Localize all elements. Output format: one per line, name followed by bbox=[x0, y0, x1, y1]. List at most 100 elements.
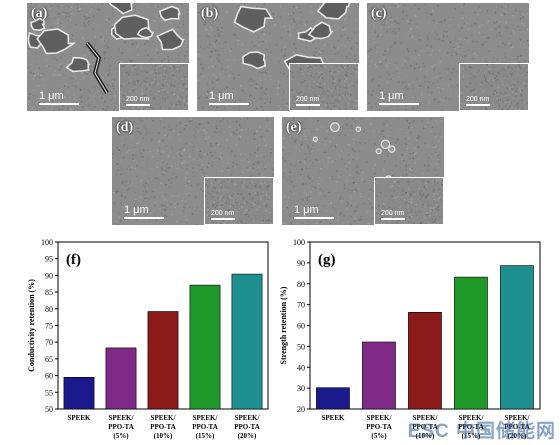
y-tick-label: 100 bbox=[41, 238, 53, 247]
panel-label-c: (c) bbox=[371, 6, 387, 21]
x-tick-label: SPEEK bbox=[322, 414, 346, 422]
sem-panel-c: (c) 200 nm 1 μm bbox=[367, 3, 529, 111]
x-tick-label: (15%) bbox=[462, 432, 481, 440]
bar bbox=[63, 377, 95, 410]
y-tick-label: 60 bbox=[297, 322, 305, 331]
y-tick-label: 70 bbox=[297, 301, 305, 310]
inset-scale-label-e: 200 nm bbox=[381, 210, 405, 217]
inset-scale-bar-b bbox=[296, 104, 320, 106]
inset-image-a bbox=[120, 64, 188, 110]
scale-bar-e bbox=[294, 217, 334, 219]
x-tick-label: (5%) bbox=[371, 432, 387, 440]
scale-bar-c bbox=[379, 103, 419, 105]
bar bbox=[408, 312, 442, 410]
y-tick-label: 100 bbox=[293, 238, 305, 247]
inset-scale-label-a: 200 nm bbox=[126, 96, 150, 103]
sem-panel-d: (d) 200 nm 1 μm bbox=[112, 117, 274, 225]
x-tick-label: (15%) bbox=[196, 432, 215, 440]
y-tick-label: 70 bbox=[45, 338, 53, 347]
inset-scale-label-d: 200 nm bbox=[211, 210, 235, 217]
scale-label-c: 1 μm bbox=[379, 90, 404, 102]
bar bbox=[105, 347, 137, 410]
sem-panel-e: (e) 200 nm 1 μm bbox=[282, 117, 444, 225]
watermark-logo: ESC 中国储能网 bbox=[407, 421, 556, 442]
x-tick-label: PPO-TA bbox=[108, 423, 134, 431]
y-tick-label: 80 bbox=[45, 305, 53, 314]
inset-e: 200 nm bbox=[374, 177, 444, 225]
x-tick-label: PPO-TA bbox=[412, 423, 438, 431]
chart-panel-label: (f) bbox=[66, 252, 81, 268]
y-tick-label: 30 bbox=[297, 384, 305, 393]
inset-scale-bar-d bbox=[211, 218, 235, 220]
inset-b: 200 nm bbox=[289, 63, 359, 111]
y-tick-label: 20 bbox=[297, 405, 305, 414]
inset-image-d bbox=[205, 178, 273, 224]
scale-bar-d bbox=[124, 217, 164, 219]
chart-panel-label: (g) bbox=[318, 252, 336, 268]
y-tick-label: 80 bbox=[297, 280, 305, 289]
y-tick-label: 40 bbox=[297, 363, 305, 372]
inset-d: 200 nm bbox=[204, 177, 274, 225]
x-tick-label: SPEEK/ bbox=[505, 414, 531, 422]
sem-panel-a: (a) 200 nm 1 μm bbox=[27, 3, 189, 111]
bar bbox=[189, 284, 221, 410]
bar bbox=[454, 276, 488, 410]
sem-image-c bbox=[367, 3, 529, 111]
inset-image-e bbox=[375, 178, 443, 224]
chart-f: 50 55 60 65 70 75 80 85 90 95 100 Conductivity rete… bbox=[0, 232, 280, 445]
inset-scale-bar-e bbox=[381, 218, 405, 220]
x-tick-label: PPO-TA bbox=[192, 423, 218, 431]
x-tick-label: SPEEK/ bbox=[193, 414, 219, 422]
sem-panel-b: (b) 200 nm 1 μm bbox=[197, 3, 359, 111]
panel-label-d: (d) bbox=[116, 120, 134, 135]
scale-bar-b bbox=[209, 103, 249, 105]
y-tick-label: 65 bbox=[45, 355, 53, 364]
x-tick-label: (20%) bbox=[508, 432, 527, 440]
inset-scale-bar-c bbox=[466, 104, 490, 106]
chart-f-svg: 50 55 60 65 70 75 80 85 90 95 100 Conductivity rete… bbox=[27, 238, 269, 440]
x-tick-label: (10%) bbox=[416, 432, 435, 440]
x-tick-label: PPO-TA bbox=[150, 423, 176, 431]
y-axis-label: Conductivity retention (%) bbox=[27, 279, 36, 372]
y-tick-label: 55 bbox=[45, 388, 53, 397]
scale-label-a: 1 μm bbox=[39, 90, 64, 102]
inset-scale-bar-a bbox=[126, 104, 150, 106]
y-tick-label: 85 bbox=[45, 288, 53, 297]
bar bbox=[147, 311, 179, 410]
bar bbox=[231, 273, 263, 410]
x-tick-label: PPO-TA bbox=[458, 423, 484, 431]
y-tick-label: 60 bbox=[45, 372, 53, 381]
scale-label-e: 1 μm bbox=[294, 204, 319, 216]
bar bbox=[362, 341, 396, 410]
chart-g: 20 30 40 50 60 70 80 90 100 Strength retention (%… bbox=[280, 232, 560, 445]
inset-scale-label-c: 200 nm bbox=[466, 96, 490, 103]
scale-label-d: 1 μm bbox=[124, 204, 149, 216]
y-axis-label: Strength retention (%) bbox=[280, 286, 288, 364]
bar bbox=[316, 387, 350, 410]
y-tick-label: 50 bbox=[45, 405, 53, 414]
bar bbox=[500, 265, 534, 410]
inset-a: 200 nm bbox=[119, 63, 189, 111]
x-tick-label: SPEEK/ bbox=[151, 414, 177, 422]
x-tick-label: PPO-TA bbox=[504, 423, 530, 431]
panel-label-a: (a) bbox=[31, 6, 48, 21]
y-tick-label: 50 bbox=[297, 342, 305, 351]
inset-scale-label-b: 200 nm bbox=[296, 96, 320, 103]
x-tick-label: (10%) bbox=[154, 432, 173, 440]
inset-image-b bbox=[290, 64, 358, 110]
inset-c: 200 nm bbox=[459, 63, 529, 111]
x-tick-label: (20%) bbox=[238, 432, 257, 440]
y-tick-label: 90 bbox=[45, 271, 53, 280]
x-tick-label: SPEEK/ bbox=[413, 414, 439, 422]
x-tick-label: SPEEK/ bbox=[367, 414, 393, 422]
x-tick-label: SPEEK/ bbox=[109, 414, 135, 422]
y-tick-label: 95 bbox=[45, 255, 53, 264]
x-tick-label: PPO-TA bbox=[366, 423, 392, 431]
x-tick-label: SPEEK bbox=[68, 414, 92, 422]
y-tick-label: 75 bbox=[45, 322, 53, 331]
chart-g-svg: 20 30 40 50 60 70 80 90 100 Strength retention (%… bbox=[280, 238, 541, 440]
panel-label-e: (e) bbox=[286, 120, 302, 135]
x-tick-label: SPEEK/ bbox=[459, 414, 485, 422]
scale-label-b: 1 μm bbox=[209, 90, 234, 102]
